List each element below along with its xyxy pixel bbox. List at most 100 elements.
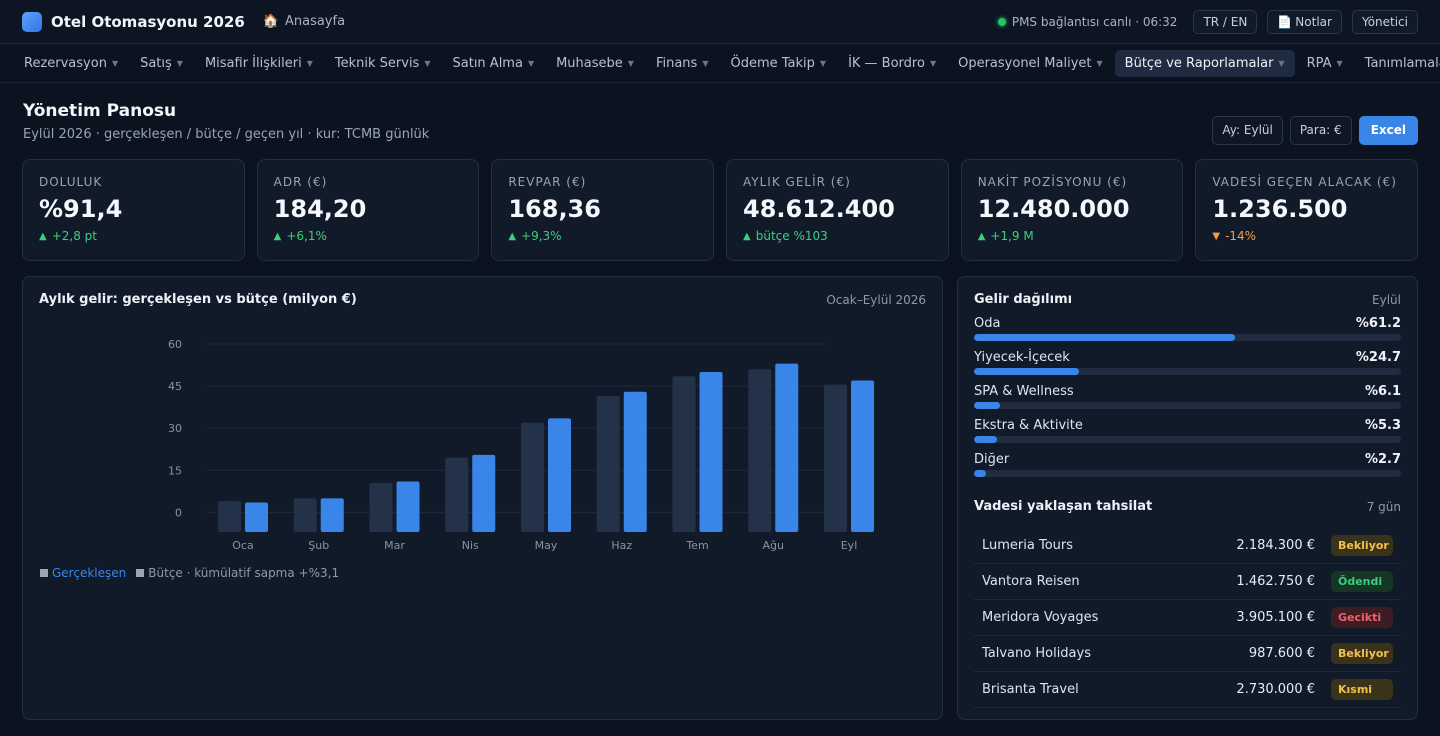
kpi-delta-text: +1,9 M <box>990 229 1034 243</box>
x-tick-label: Mar <box>384 539 405 552</box>
kpi-delta-text: bütçe %103 <box>755 229 828 243</box>
table-row[interactable]: Talvano Holidays 987.600 € Bekliyor <box>974 636 1401 672</box>
kpi-value: 1.236.500 <box>1212 195 1348 223</box>
menu-item-label: Tanımlamalar <box>1364 55 1440 71</box>
pms-status-text: PMS bağlantısı canlı · 06:32 <box>1011 14 1178 29</box>
status-badge: Gecikti <box>1331 607 1393 628</box>
kpi-label: AYLIK GELİR (€) <box>743 175 851 189</box>
menu-item-label: Misafir İlişkileri <box>204 55 302 71</box>
menu-item-6[interactable]: Finans ▼ <box>646 50 719 77</box>
currency-select[interactable]: Para: € <box>1289 116 1352 145</box>
kpi-delta-text: -14% <box>1225 229 1257 243</box>
menu-item-1[interactable]: Satış ▼ <box>130 50 193 77</box>
agency-name: Lumeria Tours <box>982 538 1074 553</box>
menu-item-label: Bütçe ve Raporlamalar <box>1124 55 1274 71</box>
menu-item-label: Rezervasyon <box>24 55 107 71</box>
menu-item-7[interactable]: Ödeme Takip ▼ <box>720 50 836 77</box>
kpi-value: 12.480.000 <box>977 195 1130 223</box>
actual-bar-1 <box>320 498 344 532</box>
table-row[interactable]: Vantora Reisen 1.462.750 € Ödendi <box>974 564 1401 600</box>
menu-item-12[interactable]: Tanımlamalar▼ <box>1355 50 1440 77</box>
x-tick-label: Oca <box>232 539 253 552</box>
distribution-bar-fill <box>974 334 1236 341</box>
kpi-value: 168,36 <box>508 195 601 223</box>
distribution-row-header: Ekstra & Aktivite %5.3 <box>974 418 1401 433</box>
distribution-percent: %5.3 <box>1364 418 1401 433</box>
home-icon: 🏠 <box>262 14 279 29</box>
excel-export-button[interactable]: Excel <box>1358 116 1418 145</box>
table-row[interactable]: Lumeria Tours 2.184.300 € Bekliyor <box>974 528 1401 564</box>
side-panel: Gelir dağılımı Eylül Oda %61.2 Yiyecek-İçe… <box>957 276 1418 720</box>
notes-button[interactable]: 📄 Notlar <box>1267 9 1342 34</box>
menu-item-label: Ödeme Takip <box>730 55 815 71</box>
chevron-down-icon: ▼ <box>176 58 183 68</box>
budget-bar-3 <box>445 457 469 532</box>
table-row[interactable]: Brisanta Travel 2.730.000 € Kısmi <box>974 672 1401 708</box>
kpi-delta: ▲ +2,8 pt <box>39 229 228 243</box>
actual-bar-0 <box>245 502 268 532</box>
chevron-down-icon: ▼ <box>819 58 827 68</box>
status-badge: Kısmi <box>1331 679 1393 700</box>
menu-item-10[interactable]: Bütçe ve Raporlamalar ▼ <box>1114 49 1295 77</box>
actual-bar-8 <box>851 380 874 532</box>
menu-item-9[interactable]: Operasyonel Maliyet ▼ <box>948 50 1113 77</box>
menu-item-2[interactable]: Misafir İlişkileri ▼ <box>195 50 323 77</box>
home-link[interactable]: 🏠 Anasayfa <box>263 14 345 29</box>
menu-item-label: Satın Alma <box>452 55 523 71</box>
menu-item-label: Satış <box>140 55 172 71</box>
menu-item-label: İK — Bordro <box>848 55 925 71</box>
app-title: Otel Otomasyonu 2026 <box>51 12 245 31</box>
distribution-label: Yiyecek-İçecek <box>974 350 1070 365</box>
table-row[interactable]: Meridora Voyages 3.905.100 € Gecikti <box>974 600 1401 636</box>
y-tick-label: 45 <box>168 380 182 393</box>
kpi-value: 48.612.400 <box>743 195 895 223</box>
kpi-label: REVPAR (€) <box>508 175 587 189</box>
actual-bar-3 <box>472 454 496 532</box>
kpi-row: DOLULUK %91,4 ▲ +2,8 pt ADR (€) 184,20 ▲ +6,1% R… <box>0 159 1440 261</box>
user-menu-button[interactable]: Yönetici <box>1351 9 1418 34</box>
collections-period: 7 gün <box>1366 499 1401 514</box>
agency-name: Vantora Reisen <box>982 574 1080 589</box>
x-tick-label: May <box>535 539 558 552</box>
menu-item-8[interactable]: İK — Bordro ▼ <box>838 50 946 77</box>
triangle-up-icon: ▲ <box>39 230 47 242</box>
actual-bar-5 <box>623 391 647 532</box>
menu-item-label: Teknik Servis <box>334 55 420 71</box>
distribution-percent: %6.1 <box>1364 384 1401 399</box>
budget-bar-0 <box>218 501 241 532</box>
budget-bar-4 <box>521 422 544 532</box>
kpi-card: VADESİ GEÇEN ALACAK (€) 1.236.500 ▼ -14% <box>1195 159 1419 261</box>
distribution-row-header: Yiyecek-İçecek %24.7 <box>974 350 1401 365</box>
budget-bar-1 <box>293 498 317 532</box>
menu-item-3[interactable]: Teknik Servis ▼ <box>325 50 441 77</box>
kpi-card: DOLULUK %91,4 ▲ +2,8 pt <box>22 159 245 261</box>
language-button[interactable]: TR / EN <box>1193 9 1258 34</box>
distribution-bar-track <box>974 368 1401 375</box>
chevron-down-icon: ▼ <box>424 58 431 68</box>
distribution-label: Oda <box>974 316 1001 331</box>
collections-title: Vadesi yaklaşan tahsilat <box>974 499 1153 514</box>
menu-item-4[interactable]: Satın Alma ▼ <box>443 50 545 77</box>
app-logo <box>22 11 42 32</box>
distribution-row-header: Diğer %2.7 <box>974 452 1401 467</box>
menu-item-label: Muhasebe <box>556 55 623 71</box>
distribution-row: Oda %61.2 <box>974 316 1401 341</box>
kpi-value: 184,20 <box>273 195 367 223</box>
kpi-delta-text: +9,3% <box>521 229 562 243</box>
kpi-card: NAKİT POZİSYONU (€) 12.480.000 ▲ +1,9 M <box>960 159 1184 261</box>
menu-item-5[interactable]: Muhasebe ▼ <box>546 50 644 77</box>
status-badge: Bekliyor <box>1331 643 1393 664</box>
actual-bar-2 <box>396 481 420 532</box>
triangle-down-icon: ▼ <box>1212 230 1221 242</box>
x-tick-label: Eyl <box>841 539 858 552</box>
distribution-period: Eylül <box>1372 292 1401 307</box>
month-select[interactable]: Ay: Eylül <box>1212 116 1283 145</box>
menu-item-11[interactable]: RPA ▼ <box>1297 50 1353 77</box>
x-tick-label: Tem <box>685 539 708 552</box>
amount: 1.462.750 € <box>1236 574 1315 589</box>
distribution-row: SPA & Wellness %6.1 <box>974 384 1401 409</box>
triangle-up-icon: ▲ <box>273 230 282 242</box>
kpi-delta-text: +2,8 pt <box>51 229 97 243</box>
menu-item-0[interactable]: Rezervasyon ▼ <box>14 50 128 77</box>
y-tick-label: 15 <box>168 464 182 477</box>
